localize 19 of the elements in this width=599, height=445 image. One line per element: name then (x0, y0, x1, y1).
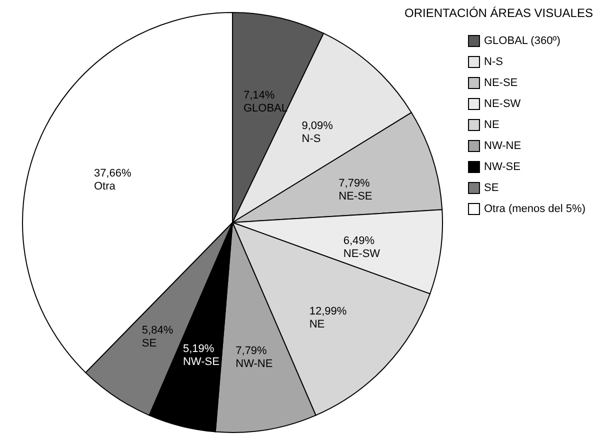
legend-label: NW-SE (484, 161, 520, 173)
legend-label: NE-SW (484, 98, 522, 110)
data-label: 7,79% NW-NE (236, 344, 273, 370)
legend-label: NE-SE (484, 77, 518, 89)
data-label: 12,99% NE (309, 306, 347, 331)
data-label: 9,09% N-S (302, 120, 334, 145)
data-label: 7,79% NE-SE (338, 177, 372, 202)
legend-label: NW-NE (484, 140, 522, 152)
legend-label: N-S (484, 56, 503, 68)
data-label: 5,84% SE (142, 324, 174, 350)
legend-label: GLOBAL (360º) (484, 35, 560, 47)
legend-label: SE (484, 182, 499, 194)
legend-label: NE (484, 119, 500, 131)
legend-label: Otra (menos del 5%) (484, 203, 586, 215)
data-label: 5,19% NW-SE (182, 342, 220, 368)
data-label: 7,14% GLOBAL (243, 90, 288, 115)
data-label: 6,49% NE-SW (343, 235, 381, 260)
legend-title: ORIENTACIÓN ÁREAS VISUALES (404, 6, 593, 20)
data-label: 37,66% Otra (94, 167, 132, 192)
